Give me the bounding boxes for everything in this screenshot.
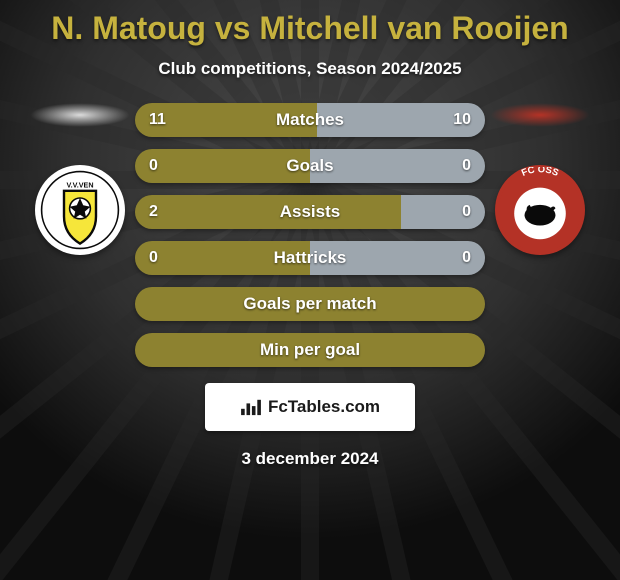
stat-bar: 0 Hattricks 0 [135,241,485,275]
stat-bar: 2 Assists 0 [135,195,485,229]
stat-label: Assists [135,195,485,229]
team-left-crest: V.V.VEN [35,165,125,255]
stat-bar: 0 Goals 0 [135,149,485,183]
team-left-shadow [30,103,130,127]
stat-bars: 11 Matches 10 0 Goals 0 2 Assists 0 [135,103,485,367]
team-left-col: V.V.VEN [25,103,135,255]
comparison-row: V.V.VEN 11 Matches 10 0 Goals 0 [0,103,620,367]
stat-right-value: 0 [462,241,471,275]
stat-right-value: 0 [462,149,471,183]
stat-bar: 11 Matches 10 [135,103,485,137]
bar-chart-icon [240,398,262,416]
stat-label: Goals per match [135,287,485,321]
subtitle: Club competitions, Season 2024/2025 [158,59,461,79]
stat-bar: Min per goal [135,333,485,367]
stat-bar: Goals per match [135,287,485,321]
stat-right-value: 10 [453,103,471,137]
stat-label: Hattricks [135,241,485,275]
team-right-crest: FC OSS [495,165,585,255]
brand-box: FcTables.com [205,383,415,431]
stat-label: Matches [135,103,485,137]
team-right-shadow [490,103,590,127]
stat-label: Min per goal [135,333,485,367]
team-right-col: FC OSS [485,103,595,255]
page-title: N. Matoug vs Mitchell van Rooijen [51,10,568,47]
brand-text: FcTables.com [268,397,380,417]
stat-label: Goals [135,149,485,183]
fcoss-crest-icon: FC OSS [497,167,583,253]
date-label: 3 december 2024 [241,449,378,469]
vvv-crest-icon: V.V.VEN [40,170,120,250]
stat-right-value: 0 [462,195,471,229]
svg-text:V.V.VEN: V.V.VEN [66,181,93,190]
